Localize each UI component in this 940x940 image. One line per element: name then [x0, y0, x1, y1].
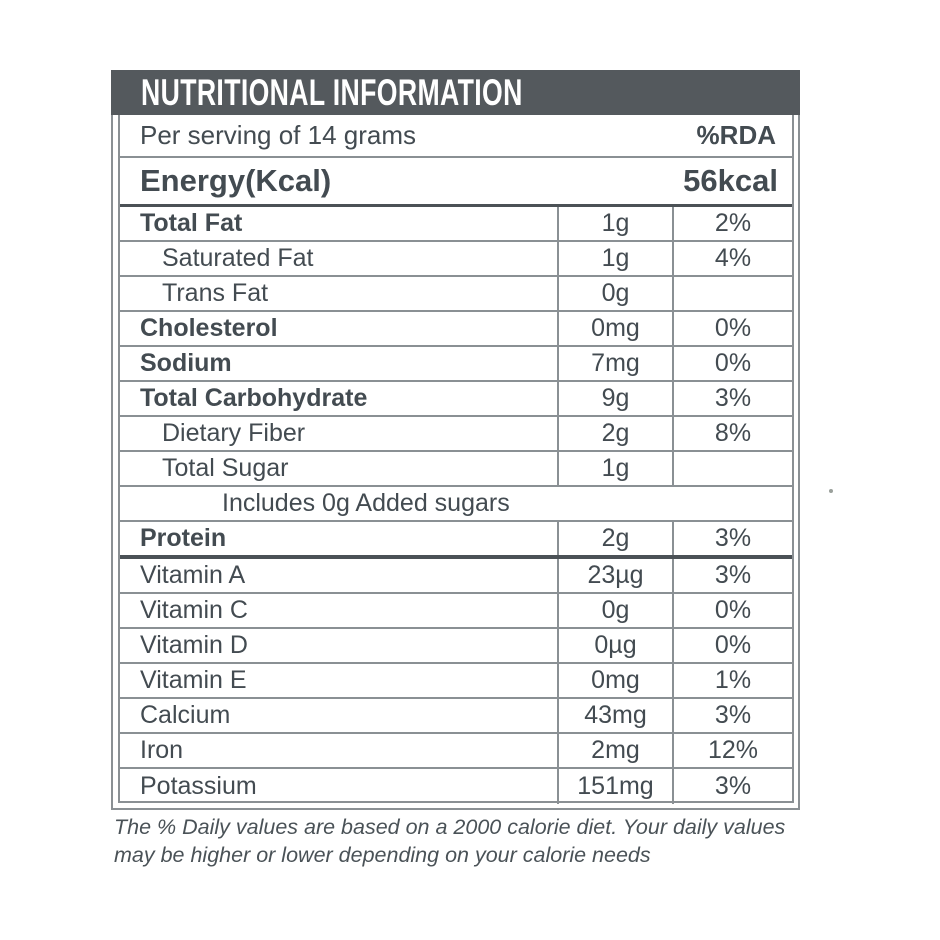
- nutrient-rda-percent: 2%: [714, 209, 752, 237]
- energy-label: Energy(Kcal): [140, 163, 332, 198]
- nutrient-name: Calcium: [120, 699, 559, 732]
- nutrient-name: Dietary Fiber: [120, 417, 559, 450]
- nutrient-name: Vitamin D: [120, 629, 559, 662]
- nutrient-name: Potassium: [120, 769, 559, 804]
- nutrient-rda-percent: 3%: [714, 561, 752, 589]
- nutrient-amount: 43mg: [559, 699, 674, 732]
- nutrient-name: Total Fat: [120, 207, 559, 240]
- serving-size-label: Per serving of 14 grams: [140, 120, 417, 150]
- nutrient-rda-percent: [674, 277, 792, 310]
- nutrient-name: Sodium: [120, 347, 559, 380]
- nutrient-name: Total Sugar: [120, 452, 559, 485]
- nutrient-rda-percent: 12%: [707, 736, 759, 764]
- table-row: Dietary Fiber 2g 8%: [120, 417, 792, 452]
- nutrient-amount: 2g: [559, 417, 674, 450]
- nutrient-amount: 151mg: [559, 769, 674, 804]
- nutrient-amount: 1g: [559, 242, 674, 275]
- nutrient-name: Vitamin C: [120, 594, 559, 627]
- energy-value: 56kcal: [683, 163, 778, 198]
- nutrient-rda-percent: 0%: [714, 314, 752, 342]
- nutrient-amount: 1g: [559, 207, 674, 240]
- footnote-line-1: The % Daily values are based on a 2000 c…: [114, 815, 786, 839]
- nutrient-rda-percent: 0%: [714, 596, 752, 624]
- table-outer-frame: [111, 115, 800, 810]
- table-row: Sodium 7mg 0%: [120, 347, 792, 382]
- table-row: Potassium 151mg 3%: [120, 769, 792, 804]
- table-row: Vitamin C 0g 0%: [120, 594, 792, 629]
- table-row: Vitamin A 23µg 3%: [120, 559, 792, 594]
- table-row: Total Sugar 1g: [120, 452, 792, 487]
- energy-row: Energy(Kcal) 56kcal: [120, 158, 792, 207]
- table-row: Protein 2g 3%: [120, 522, 792, 559]
- nutrient-name: Cholesterol: [120, 312, 559, 345]
- serving-size-row: Per serving of 14 grams %RDA: [120, 115, 792, 158]
- nutrient-amount: 0g: [559, 594, 674, 627]
- page-title: NUTRITIONAL INFORMATION: [141, 71, 523, 113]
- nutrient-name: Vitamin A: [120, 559, 559, 592]
- nutrition-table: Per serving of 14 grams %RDA Energy(Kcal…: [118, 115, 794, 804]
- nutrient-rda-percent: 3%: [714, 524, 752, 552]
- rda-column-header: %RDA: [696, 120, 776, 150]
- table-row-full-width: Includes 0g Added sugars: [120, 487, 792, 522]
- nutrient-amount: 0mg: [559, 664, 674, 697]
- nutrient-name: Vitamin E: [120, 664, 559, 697]
- footnote-line-2: may be higher or lower depending on your…: [114, 843, 651, 867]
- nutrient-rda-percent: 1%: [714, 666, 752, 694]
- table-row: Vitamin E 0mg 1%: [120, 664, 792, 699]
- nutrient-amount: 1g: [559, 452, 674, 485]
- nutrient-name: Trans Fat: [120, 277, 559, 310]
- added-sugars-note: Includes 0g Added sugars: [222, 489, 510, 517]
- table-row: Saturated Fat 1g 4%: [120, 242, 792, 277]
- table-row: Total Fat 1g 2%: [120, 207, 792, 242]
- nutrient-name: Protein: [120, 522, 559, 555]
- nutrient-amount: 0g: [559, 277, 674, 310]
- daily-value-footnote: The % Daily values are based on a 2000 c…: [114, 813, 824, 869]
- nutrient-amount: 2mg: [559, 734, 674, 767]
- nutrient-name: Iron: [120, 734, 559, 767]
- table-row: Vitamin D 0µg 0%: [120, 629, 792, 664]
- nutrition-label-card: NUTRITIONAL INFORMATION Per serving of 1…: [90, 50, 822, 888]
- nutrient-name: Saturated Fat: [120, 242, 559, 275]
- nutrient-rda-percent: [674, 452, 792, 485]
- table-row: Calcium 43mg 3%: [120, 699, 792, 734]
- nutrient-amount: 7mg: [559, 347, 674, 380]
- nutrient-amount: 2g: [559, 522, 674, 555]
- artifact-dot: [829, 489, 833, 493]
- nutrient-rda-percent: 0%: [714, 349, 752, 377]
- nutrient-amount: 0mg: [559, 312, 674, 345]
- nutrient-name: Total Carbohydrate: [120, 382, 559, 415]
- table-row: Total Carbohydrate 9g 3%: [120, 382, 792, 417]
- table-row: Cholesterol 0mg 0%: [120, 312, 792, 347]
- nutrient-amount: 23µg: [559, 559, 674, 592]
- nutrient-rda-percent: 3%: [714, 384, 752, 412]
- nutrient-rda-percent: 3%: [714, 772, 752, 800]
- nutrient-rda-percent: 8%: [714, 419, 752, 447]
- table-header-bar: NUTRITIONAL INFORMATION: [111, 70, 800, 115]
- table-row: Iron 2mg 12%: [120, 734, 792, 769]
- table-row: Trans Fat 0g: [120, 277, 792, 312]
- nutrient-amount: 0µg: [559, 629, 674, 662]
- nutrient-amount: 9g: [559, 382, 674, 415]
- nutrient-rda-percent: 4%: [714, 244, 752, 272]
- nutrient-rda-percent: 3%: [714, 701, 752, 729]
- nutrient-rda-percent: 0%: [714, 631, 752, 659]
